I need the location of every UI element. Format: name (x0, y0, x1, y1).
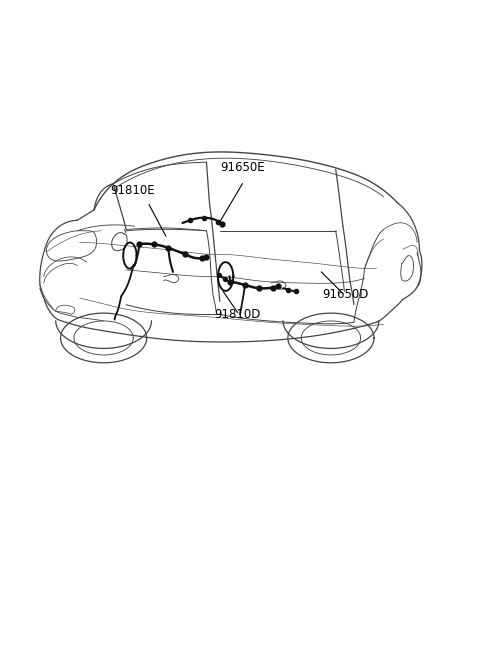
Text: 91810D: 91810D (215, 308, 261, 321)
Text: 91650E: 91650E (220, 161, 264, 174)
Text: 91650D: 91650D (322, 288, 369, 301)
Text: 91810E: 91810E (110, 184, 155, 196)
